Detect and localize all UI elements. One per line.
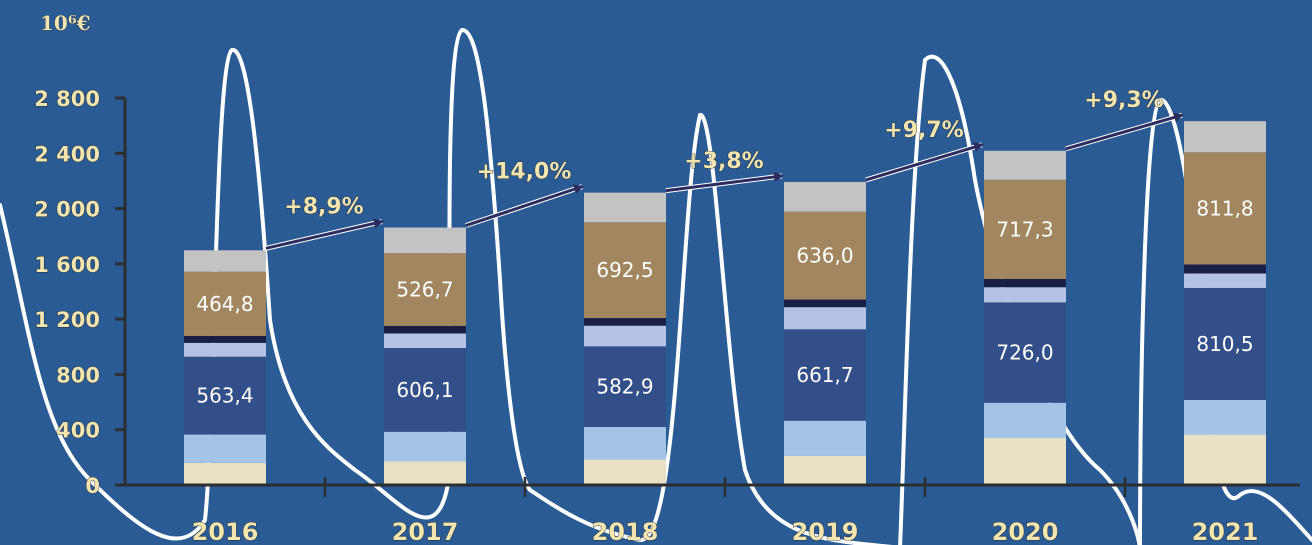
growth-label-2: +3,8% — [684, 149, 763, 174]
bar-segment-2016-s3 — [184, 342, 266, 357]
axes-layer: 0 400 800 1 200 1 600 2 000 2 400 2 800 2016 2017… — [34, 87, 1300, 545]
bar-segment-2017-s2 — [384, 348, 466, 432]
bar-segment-2017-s3 — [384, 333, 466, 349]
x-tick-label-2021: 2021 — [1192, 518, 1259, 545]
bar-segment-2020-s0 — [984, 438, 1066, 485]
y-tick-label-2000: 2 000 — [34, 198, 100, 222]
bar-segment-2018-s5 — [584, 222, 666, 319]
bar-segment-2016-s2 — [184, 356, 266, 435]
bar-segment-2019-s1 — [784, 420, 866, 456]
data-label-2019-s2: 661,7 — [796, 363, 853, 387]
bar-segment-2016-s1 — [184, 434, 266, 463]
growth-arrows-layer: +8,9% +14,0% +3,8% +9,7% +9,3% — [265, 88, 1184, 251]
bar-segment-2020-s5 — [984, 179, 1066, 279]
bar-segment-2016-s5 — [184, 271, 266, 336]
bar-segment-2020-s2 — [984, 302, 1066, 403]
y-tick-label-2800: 2 800 — [34, 87, 100, 111]
bar-segment-2018-s0 — [584, 459, 666, 485]
y-tick-label-800: 800 — [56, 363, 100, 387]
data-label-2019-s5: 636,0 — [796, 244, 853, 268]
bar-segment-2019-s3 — [784, 307, 866, 330]
growth-label-4: +9,3% — [1084, 88, 1163, 113]
growth-label-3: +9,7% — [884, 118, 963, 143]
bar-segment-2021-s5 — [1184, 152, 1266, 265]
bar-segment-2019-s2 — [784, 329, 866, 421]
data-label-2016-s2: 563,4 — [196, 384, 253, 408]
data-label-2021-s2: 810,5 — [1196, 332, 1253, 356]
bars-layer: 563,4 464,8 606,1 526,7 582,9 692,5 661,7 636,0… — [184, 121, 1266, 485]
data-label-2018-s2: 582,9 — [596, 375, 653, 399]
bar-segment-2018-s2 — [584, 346, 666, 427]
data-label-2020-s2: 726,0 — [996, 341, 1053, 365]
bar-segment-2018-s4 — [584, 318, 666, 326]
bar-segment-2017-s4 — [384, 325, 466, 334]
bar-segment-2018-s3 — [584, 325, 666, 347]
bar-segment-2018-s1 — [584, 426, 666, 460]
bar-segment-2019-s5 — [784, 211, 866, 300]
y-tick-label-1200: 1 200 — [34, 308, 100, 332]
data-label-2021-s5: 811,8 — [1196, 196, 1253, 220]
data-label-2017-s2: 606,1 — [396, 378, 453, 402]
bar-segment-2016-s0 — [184, 462, 266, 485]
bar-segment-2017-s1 — [384, 431, 466, 462]
x-tick-label-2017: 2017 — [392, 518, 459, 545]
bar-segment-2017-s0 — [384, 461, 466, 485]
data-label-2017-s5: 526,7 — [396, 278, 453, 302]
x-tick-label-2020: 2020 — [992, 518, 1059, 545]
y-tick-label-400: 400 — [56, 419, 100, 443]
data-label-2016-s5: 464,8 — [196, 292, 253, 316]
y-tick-label-0: 0 — [85, 474, 100, 498]
bar-segment-2019-s6 — [784, 181, 866, 212]
growth-arrow-4 — [1065, 112, 1184, 151]
y-tick-label-2400: 2 400 — [34, 142, 100, 166]
growth-arrow-3 — [865, 142, 984, 182]
bar-segment-2018-s6 — [584, 192, 666, 223]
growth-label-1: +14,0% — [477, 160, 572, 185]
bar-segment-2020-s3 — [984, 287, 1066, 303]
bar-segment-2017-s6 — [384, 227, 466, 254]
bar-segment-2017-s5 — [384, 253, 466, 326]
bar-segment-2021-s2 — [1184, 287, 1266, 400]
bar-segment-2021-s0 — [1184, 434, 1266, 485]
bar-segment-2021-s3 — [1184, 273, 1266, 288]
x-tick-label-2018: 2018 — [592, 518, 659, 545]
bar-segment-2020-s1 — [984, 402, 1066, 439]
x-tick-label-2016: 2016 — [192, 518, 259, 545]
unit-label: 10⁶€ — [40, 11, 91, 35]
bar-segment-2016-s4 — [184, 335, 266, 343]
bar-segment-2021-s1 — [1184, 399, 1266, 435]
bar-segment-2021-s4 — [1184, 264, 1266, 274]
bar-segment-2016-s6 — [184, 250, 266, 272]
bar-segment-2020-s6 — [984, 150, 1066, 180]
bar-segment-2020-s4 — [984, 278, 1066, 288]
y-tick-label-1600: 1 600 — [34, 253, 100, 277]
x-tick-label-2019: 2019 — [792, 518, 859, 545]
growth-arrow-2 — [665, 171, 784, 193]
growth-arrow-0 — [265, 218, 384, 250]
bar-segment-2019-s0 — [784, 455, 866, 485]
growth-arrow-1 — [465, 184, 584, 227]
data-label-2018-s5: 692,5 — [596, 258, 653, 282]
bar-segment-2021-s6 — [1184, 121, 1266, 153]
bar-segment-2019-s4 — [784, 299, 866, 308]
growth-label-0: +8,9% — [284, 195, 363, 220]
data-label-2020-s5: 717,3 — [996, 217, 1053, 241]
